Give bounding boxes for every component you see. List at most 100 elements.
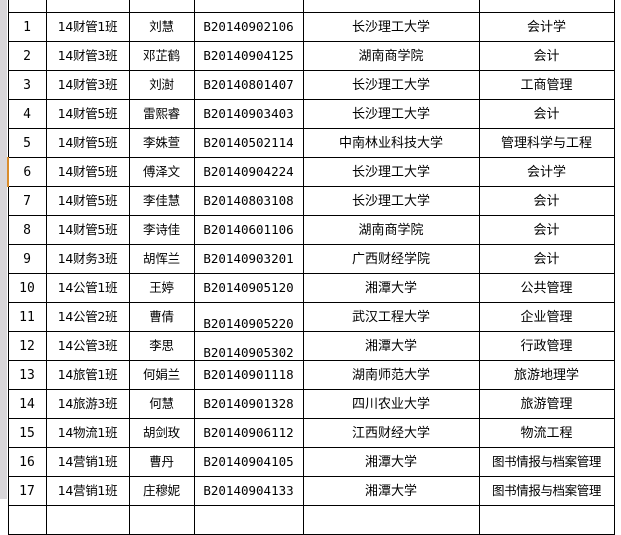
cell-major[interactable]: 会计学 bbox=[478, 12, 615, 42]
cell-row-number[interactable]: 9 bbox=[7, 244, 47, 274]
cell-major[interactable]: 会计学 bbox=[478, 157, 615, 187]
cell-class[interactable]: 14营销1班 bbox=[45, 476, 130, 506]
cell-row-number[interactable]: 3 bbox=[7, 70, 47, 100]
cell-row-number[interactable]: 7 bbox=[7, 186, 47, 216]
cell-class[interactable]: 14物流1班 bbox=[45, 418, 130, 448]
cell-student-id[interactable]: B20140905302 bbox=[193, 331, 304, 361]
cell-student-id[interactable]: B20140905220 bbox=[193, 302, 304, 332]
cell-row-number[interactable]: 12 bbox=[7, 331, 47, 361]
cell-row-number[interactable]: 8 bbox=[7, 215, 47, 245]
cell-student-name[interactable]: 曹倩 bbox=[128, 302, 195, 332]
table-row[interactable]: 6 14财管5班 傅泽文 B20140904224 长沙理工大学 会计学 bbox=[7, 157, 615, 187]
cell-student-id[interactable]: B20140904133 bbox=[193, 476, 304, 506]
cell-row-number[interactable]: 17 bbox=[7, 476, 47, 506]
cell-university[interactable]: 长沙理工大学 bbox=[302, 70, 480, 100]
table-row[interactable]: 3 14财管3班 刘澍 B20140801407 长沙理工大学 工商管理 bbox=[7, 70, 615, 100]
cell-student-id[interactable]: B20140601106 bbox=[193, 215, 304, 245]
table-row[interactable]: 1 14财管1班 刘慧 B20140902106 长沙理工大学 会计学 bbox=[7, 12, 615, 42]
cell-student-id[interactable]: B20140905120 bbox=[193, 273, 304, 303]
table-row[interactable]: 12 14公管3班 李思 B20140905302 湘潭大学 行政管理 bbox=[7, 331, 615, 361]
cell-class[interactable]: 14财管3班 bbox=[45, 41, 130, 71]
cell-class[interactable]: 14旅管1班 bbox=[45, 360, 130, 390]
cell-major[interactable]: 企业管理 bbox=[478, 302, 615, 332]
cell-class[interactable]: 14公管3班 bbox=[45, 331, 130, 361]
cell-major[interactable]: 管理科学与工程 bbox=[478, 128, 615, 158]
cell-major[interactable]: 会计 bbox=[478, 244, 615, 274]
cell-student-name[interactable]: 胡恽兰 bbox=[128, 244, 195, 274]
cell-major[interactable]: 行政管理 bbox=[478, 331, 615, 361]
cell-major[interactable]: 旅游管理 bbox=[478, 389, 615, 419]
cell-student-name[interactable]: 庄穆妮 bbox=[128, 476, 195, 506]
cell-row-number[interactable]: 2 bbox=[7, 41, 47, 71]
table-row[interactable]: 5 14财管5班 李姝萱 B20140502114 中南林业科技大学 管理科学与工程 bbox=[7, 128, 615, 158]
cell-student-name[interactable]: 李佳慧 bbox=[128, 186, 195, 216]
cell-row-number[interactable]: 16 bbox=[7, 447, 47, 477]
cell-class[interactable]: 14财管1班 bbox=[45, 12, 130, 42]
cell-student-id[interactable]: B20140902106 bbox=[193, 12, 304, 42]
cell-major[interactable]: 图书情报与档案管理 bbox=[478, 447, 615, 477]
cell-student-name[interactable]: 王婷 bbox=[128, 273, 195, 303]
table-row[interactable]: 2 14财管3班 邓芷鹤 B20140904125 湖南商学院 会计 bbox=[7, 41, 615, 71]
table-row[interactable]: 15 14物流1班 胡剑玫 B20140906112 江西财经大学 物流工程 bbox=[7, 418, 615, 448]
table-row[interactable]: 7 14财管5班 李佳慧 B20140803108 长沙理工大学 会计 bbox=[7, 186, 615, 216]
cell-student-name[interactable]: 刘澍 bbox=[128, 70, 195, 100]
cell-major[interactable]: 会计 bbox=[478, 186, 615, 216]
table-row[interactable]: 8 14财管5班 李诗佳 B20140601106 湖南商学院 会计 bbox=[7, 215, 615, 245]
cell-student-id[interactable]: B20140801407 bbox=[193, 70, 304, 100]
cell-university[interactable]: 长沙理工大学 bbox=[302, 157, 480, 187]
cell-student-id[interactable]: B20140906112 bbox=[193, 418, 304, 448]
cell-major[interactable]: 会计 bbox=[478, 41, 615, 71]
cell-major[interactable]: 会计 bbox=[478, 99, 615, 129]
cell-student-name[interactable]: 李姝萱 bbox=[128, 128, 195, 158]
cell-student-name[interactable]: 何慧 bbox=[128, 389, 195, 419]
cell-university[interactable]: 长沙理工大学 bbox=[302, 12, 480, 42]
cell-student-id[interactable]: B20140904224 bbox=[193, 157, 304, 187]
cell-row-number[interactable]: 13 bbox=[7, 360, 47, 390]
table-row[interactable]: 13 14旅管1班 何娟兰 B20140901118 湖南师范大学 旅游地理学 bbox=[7, 360, 615, 390]
cell-class[interactable]: 14财管5班 bbox=[45, 128, 130, 158]
cell-university[interactable]: 湘潭大学 bbox=[302, 476, 480, 506]
table-row[interactable]: 16 14营销1班 曹丹 B20140904105 湘潭大学 图书情报与档案管理 bbox=[7, 447, 615, 477]
cell-row-number[interactable]: 4 bbox=[7, 99, 47, 129]
cell-major[interactable]: 物流工程 bbox=[478, 418, 615, 448]
cell-class[interactable]: 14旅游3班 bbox=[45, 389, 130, 419]
cell-student-id[interactable]: B20140904125 bbox=[193, 41, 304, 71]
table-row[interactable]: 9 14财务3班 胡恽兰 B20140903201 广西财经学院 会计 bbox=[7, 244, 615, 274]
cell-university[interactable]: 武汉工程大学 bbox=[302, 302, 480, 332]
table-row[interactable]: 14 14旅游3班 何慧 B20140901328 四川农业大学 旅游管理 bbox=[7, 389, 615, 419]
cell-class[interactable]: 14财管5班 bbox=[45, 157, 130, 187]
cell-university[interactable]: 江西财经大学 bbox=[302, 418, 480, 448]
cell-student-name[interactable]: 雷熙睿 bbox=[128, 99, 195, 129]
cell-university[interactable]: 湖南商学院 bbox=[302, 41, 480, 71]
cell-student-name[interactable]: 李诗佳 bbox=[128, 215, 195, 245]
cell-university[interactable]: 湘潭大学 bbox=[302, 447, 480, 477]
cell-university[interactable]: 中南林业科技大学 bbox=[302, 128, 480, 158]
cell-student-id[interactable]: B20140803108 bbox=[193, 186, 304, 216]
cell-row-number[interactable]: 11 bbox=[7, 302, 47, 332]
cell-class[interactable]: 14公管1班 bbox=[45, 273, 130, 303]
table-row[interactable]: 17 14营销1班 庄穆妮 B20140904133 湘潭大学 图书情报与档案管理 bbox=[7, 476, 615, 506]
cell-major[interactable]: 公共管理 bbox=[478, 273, 615, 303]
cell-class[interactable]: 14财管3班 bbox=[45, 70, 130, 100]
cell-university[interactable]: 湘潭大学 bbox=[302, 331, 480, 361]
cell-row-number[interactable]: 10 bbox=[7, 273, 47, 303]
cell-student-name[interactable]: 曹丹 bbox=[128, 447, 195, 477]
cell-student-name[interactable]: 邓芷鹤 bbox=[128, 41, 195, 71]
cell-row-number[interactable]: 15 bbox=[7, 418, 47, 448]
cell-major[interactable]: 图书情报与档案管理 bbox=[478, 476, 615, 506]
cell-major[interactable]: 会计 bbox=[478, 215, 615, 245]
cell-row-number[interactable]: 5 bbox=[7, 128, 47, 158]
cell-row-number[interactable]: 1 bbox=[7, 12, 47, 42]
cell-student-id[interactable]: B20140502114 bbox=[193, 128, 304, 158]
cell-class[interactable]: 14公管2班 bbox=[45, 302, 130, 332]
table-row[interactable]: 10 14公管1班 王婷 B20140905120 湘潭大学 公共管理 bbox=[7, 273, 615, 303]
cell-university[interactable]: 四川农业大学 bbox=[302, 389, 480, 419]
cell-class[interactable]: 14财管5班 bbox=[45, 215, 130, 245]
cell-row-number[interactable]: 14 bbox=[7, 389, 47, 419]
cell-class[interactable]: 14财管5班 bbox=[45, 99, 130, 129]
cell-class[interactable]: 14营销1班 bbox=[45, 447, 130, 477]
cell-student-name[interactable]: 傅泽文 bbox=[128, 157, 195, 187]
cell-university[interactable]: 长沙理工大学 bbox=[302, 99, 480, 129]
cell-student-id[interactable]: B20140901118 bbox=[193, 360, 304, 390]
cell-university[interactable]: 长沙理工大学 bbox=[302, 186, 480, 216]
